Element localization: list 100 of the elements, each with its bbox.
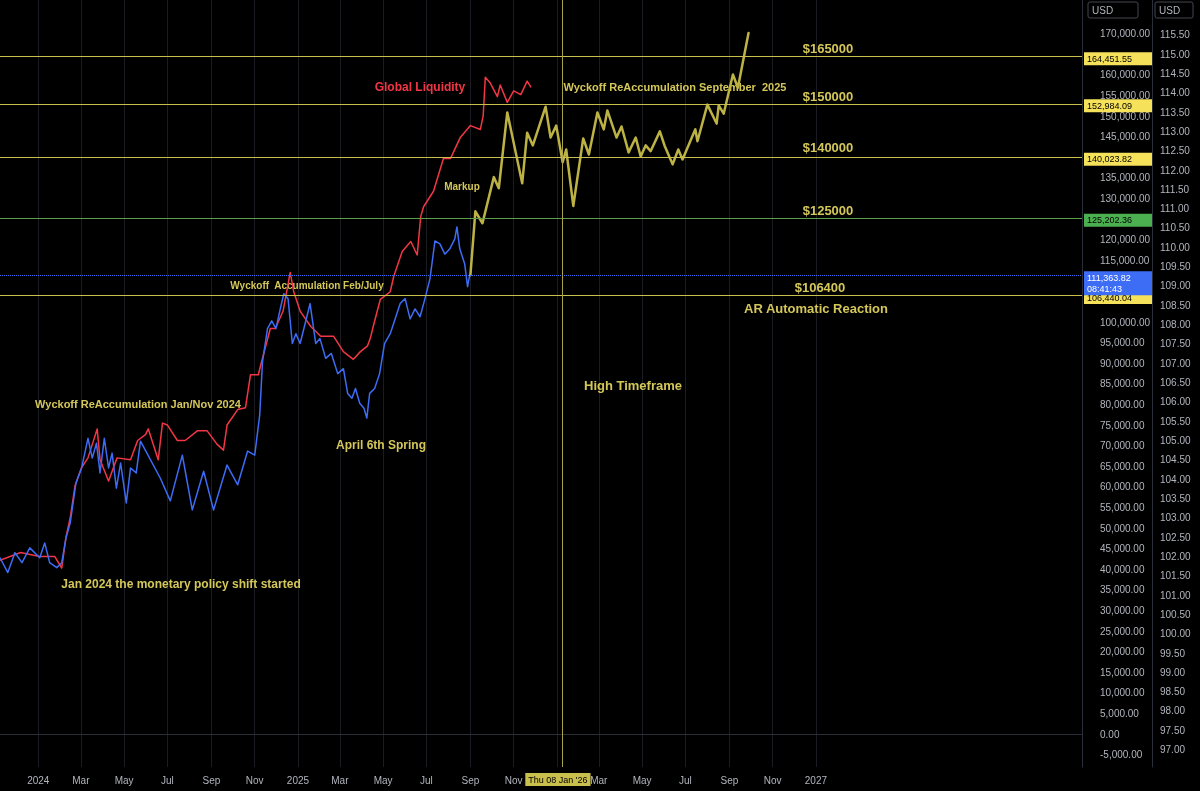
y2-tick-label: 105.50 xyxy=(1160,415,1192,427)
y2-tick-label: 108.00 xyxy=(1160,319,1192,331)
y2-tick-label: 100.50 xyxy=(1160,608,1192,620)
y-tick-label: 75,000.00 xyxy=(1100,419,1145,431)
x-tick-label: May xyxy=(114,774,134,786)
annotation: $140000 xyxy=(802,139,854,155)
y-tick-label: 20,000.00 xyxy=(1100,646,1145,658)
y2-tick-label: 115.50 xyxy=(1160,29,1191,41)
x-tick-label: May xyxy=(632,774,652,786)
y2-tick-label: 100.00 xyxy=(1160,628,1192,640)
ref-line-label: 111,363.82 08:41:43 xyxy=(1087,272,1134,294)
y-tick-label: 85,000.00 xyxy=(1100,378,1145,390)
annotation: AR Automatic Reaction xyxy=(744,300,889,316)
y2-tick-label: 106.00 xyxy=(1160,396,1192,408)
y2-tick-label: 97.00 xyxy=(1160,744,1186,756)
x-tick-label: Mar xyxy=(331,774,350,786)
y2-tick-label: 114.00 xyxy=(1160,87,1191,99)
x-tick-label: Nov xyxy=(763,774,782,786)
ref-line-label: 164,451.55 xyxy=(1087,53,1133,64)
y-tick-label: 30,000.00 xyxy=(1100,604,1145,616)
ref-line-label: 125,202.36 xyxy=(1087,215,1133,226)
y2-axis-title: USD xyxy=(1159,4,1181,16)
y2-tick-label: 102.50 xyxy=(1160,531,1192,543)
y-tick-label: 115,000.00 xyxy=(1100,254,1150,266)
y2-tick-label: 112.50 xyxy=(1160,145,1191,157)
y-tick-label: 0.00 xyxy=(1100,728,1120,740)
y-tick-label: 70,000.00 xyxy=(1100,440,1145,452)
x-tick-label: Nov xyxy=(504,774,523,786)
y-tick-label: 45,000.00 xyxy=(1100,543,1145,555)
x-tick-label: Jul xyxy=(420,774,433,786)
y2-tick-label: 105.00 xyxy=(1160,434,1192,446)
ref-line-label: 140,023.82 xyxy=(1087,154,1133,165)
y2-tick-label: 111.50 xyxy=(1160,183,1190,195)
y2-tick-label: 111.00 xyxy=(1160,203,1190,215)
annotation: $125000 xyxy=(802,202,854,218)
y2-tick-label: 112.00 xyxy=(1160,164,1191,176)
y-tick-label: 155,000.00 xyxy=(1100,90,1151,102)
y2-tick-label: 106.50 xyxy=(1160,377,1192,389)
annotation: $106400 xyxy=(794,279,846,295)
x-tick-label: May xyxy=(373,774,393,786)
y2-tick-label: 104.00 xyxy=(1160,473,1192,485)
annotation: Jan 2024 the monetary policy shift started xyxy=(61,577,301,591)
y2-tick-label: 103.00 xyxy=(1160,512,1192,524)
line-series xyxy=(0,76,532,569)
y2-tick-label: 115.00 xyxy=(1160,48,1191,60)
y2-tick-label: 104.50 xyxy=(1160,454,1192,466)
annotation: April 6th Spring xyxy=(336,438,426,452)
y-tick-label: 10,000.00 xyxy=(1100,687,1145,699)
y2-tick-label: 113.50 xyxy=(1160,106,1191,118)
x-tick-label: Sep xyxy=(720,774,739,786)
y-tick-label: 50,000.00 xyxy=(1100,522,1145,534)
x-tick-label: Nov xyxy=(245,774,264,786)
y-tick-label: 95,000.00 xyxy=(1100,337,1145,349)
y2-tick-label: 108.50 xyxy=(1160,299,1192,311)
y2-tick-label: 101.50 xyxy=(1160,570,1192,582)
x-tick-label: Mar xyxy=(72,774,91,786)
y-tick-label: 65,000.00 xyxy=(1100,460,1145,472)
y2-tick-label: 102.00 xyxy=(1160,550,1192,562)
y2-tick-label: 98.50 xyxy=(1160,686,1186,698)
y2-tick-label: 97.50 xyxy=(1160,724,1186,736)
y-tick-label: 100,000.00 xyxy=(1100,316,1151,328)
y-tick-label: 25,000.00 xyxy=(1100,625,1145,637)
y2-tick-label: 107.00 xyxy=(1160,357,1192,369)
annotation: Wyckoff ReAccumulation Jan/Nov 2024 xyxy=(35,398,242,410)
x-tick-label: 2025 xyxy=(286,774,310,786)
y2-tick-label: 110.50 xyxy=(1160,222,1191,234)
y-tick-label: 160,000.00 xyxy=(1100,69,1151,81)
y2-tick-label: 110.00 xyxy=(1160,241,1191,253)
y2-tick-label: 98.00 xyxy=(1160,705,1186,717)
y-tick-label: 145,000.00 xyxy=(1100,131,1151,143)
y-tick-label: 135,000.00 xyxy=(1100,172,1151,184)
annotation: $165000 xyxy=(802,40,854,56)
x-tick-label: 2024 xyxy=(27,774,50,786)
y2-tick-label: 101.00 xyxy=(1160,589,1192,601)
y-tick-label: 60,000.00 xyxy=(1100,481,1145,493)
y-axis-title: USD xyxy=(1092,4,1114,16)
y-tick-label: 80,000.00 xyxy=(1100,399,1145,411)
y-tick-label: 120,000.00 xyxy=(1100,234,1151,246)
y-tick-label: -5,000.00 xyxy=(1100,749,1143,761)
series-label: Global Liquidity xyxy=(374,80,466,95)
x-tick-label: Mar xyxy=(590,774,609,786)
x-tick-label: Jul xyxy=(678,774,692,786)
y-tick-label: 15,000.00 xyxy=(1100,666,1145,678)
y2-tick-label: 103.50 xyxy=(1160,492,1192,504)
x-tick-label: 2027 xyxy=(804,774,828,786)
x-tick-label: Sep xyxy=(461,774,480,786)
y-tick-label: 170,000.00 xyxy=(1100,28,1151,40)
y-tick-label: 90,000.00 xyxy=(1100,357,1145,369)
y2-tick-label: 99.00 xyxy=(1160,666,1186,678)
ref-line-label: 152,984.09 xyxy=(1087,100,1133,111)
y2-tick-label: 114.50 xyxy=(1160,67,1191,79)
y2-tick-label: 109.50 xyxy=(1160,261,1192,273)
y-tick-label: 5,000.00 xyxy=(1100,707,1140,719)
annotation: High Timeframe xyxy=(583,377,683,393)
ref-line-label: 106,440.04 xyxy=(1087,292,1133,303)
x-tick-label: Jul xyxy=(161,774,174,786)
x-tick-label: Sep xyxy=(202,774,221,786)
ref-line-label: Thu 08 Jan '26 xyxy=(528,774,588,785)
annotation: $150000 xyxy=(802,88,854,104)
y2-tick-label: 109.00 xyxy=(1160,280,1192,292)
